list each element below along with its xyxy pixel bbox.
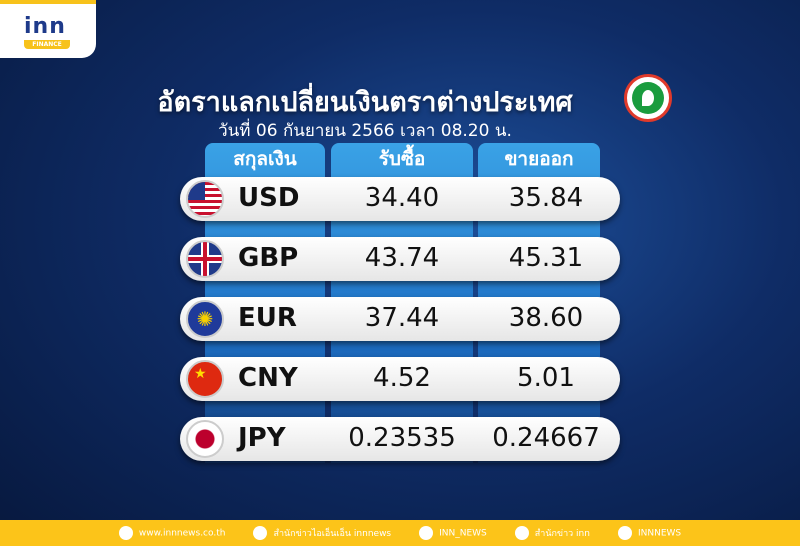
header-currency: สกุลเงิน xyxy=(233,148,297,170)
eu-flag-icon: ✺ xyxy=(186,300,224,338)
buy-rate: 34.40 xyxy=(364,183,440,213)
us-flag-icon xyxy=(186,180,224,218)
youtube-icon xyxy=(617,526,632,540)
footer-bar: www.innnews.co.th สำนักข่าวไอเอ็นเอ็น in… xyxy=(0,520,800,546)
sell-rate: 5.01 xyxy=(517,363,575,393)
date-subtitle: วันที่ 06 กันยายน 2566 เวลา 08.20 น. xyxy=(218,121,512,141)
footer-facebook[interactable]: สำนักข่าวไอเอ็นเอ็น innnews xyxy=(253,526,391,541)
table-row: ★ CNY 4.52 5.01 xyxy=(180,357,620,401)
tiktok-icon xyxy=(419,526,434,540)
footer-text: www.innnews.co.th xyxy=(138,528,226,539)
table-row: USD 34.40 35.84 xyxy=(180,177,620,221)
footer-website[interactable]: www.innnews.co.th xyxy=(118,526,226,540)
sell-rate: 35.84 xyxy=(508,183,584,213)
footer-text: INNNEWS xyxy=(637,528,682,539)
facebook-icon xyxy=(253,526,268,541)
cn-flag-icon: ★ xyxy=(186,360,224,398)
inn-finance-logo: inn FINANCE xyxy=(0,0,96,58)
currency-code: EUR xyxy=(238,303,297,333)
table-row: ✺ EUR 37.44 38.60 xyxy=(180,297,620,341)
page-title: อัตราแลกเปลี่ยนเงินตราต่างประเทศ xyxy=(157,87,573,118)
footer-youtube[interactable]: INNNEWS xyxy=(617,526,682,540)
logo-text: inn xyxy=(24,14,66,39)
buy-rate: 37.44 xyxy=(364,303,440,333)
buy-rate: 4.52 xyxy=(373,363,431,393)
footer-text: สำนักข่าวไอเอ็นเอ็น innnews xyxy=(273,528,392,539)
footer-tiktok[interactable]: INN_NEWS xyxy=(419,526,487,540)
currency-code: CNY xyxy=(238,363,298,393)
currency-code: JPY xyxy=(238,423,286,453)
footer-text: สำนักข่าว inn xyxy=(534,528,590,539)
currency-code: USD xyxy=(238,183,300,213)
sell-rate: 38.60 xyxy=(508,303,584,333)
kasikorn-bank-logo xyxy=(624,74,672,122)
sell-rate: 45.31 xyxy=(508,243,584,273)
footer-text: INN_NEWS xyxy=(439,528,487,539)
globe-icon xyxy=(118,526,133,540)
table-row: JPY 0.23535 0.24667 xyxy=(180,417,620,461)
jp-flag-icon xyxy=(186,420,224,458)
twitter-icon xyxy=(514,526,529,541)
header-sell: ขายออก xyxy=(504,148,574,170)
header-buy: รับซื้อ xyxy=(378,148,426,170)
currency-code: GBP xyxy=(238,243,299,273)
buy-rate: 43.74 xyxy=(364,243,440,273)
buy-rate: 0.23535 xyxy=(348,423,456,453)
footer-twitter[interactable]: สำนักข่าว inn xyxy=(514,526,590,541)
logo-sub: FINANCE xyxy=(24,40,70,49)
sell-rate: 0.24667 xyxy=(492,423,600,453)
table-row: GBP 43.74 45.31 xyxy=(180,237,620,281)
uk-flag-icon xyxy=(186,240,224,278)
